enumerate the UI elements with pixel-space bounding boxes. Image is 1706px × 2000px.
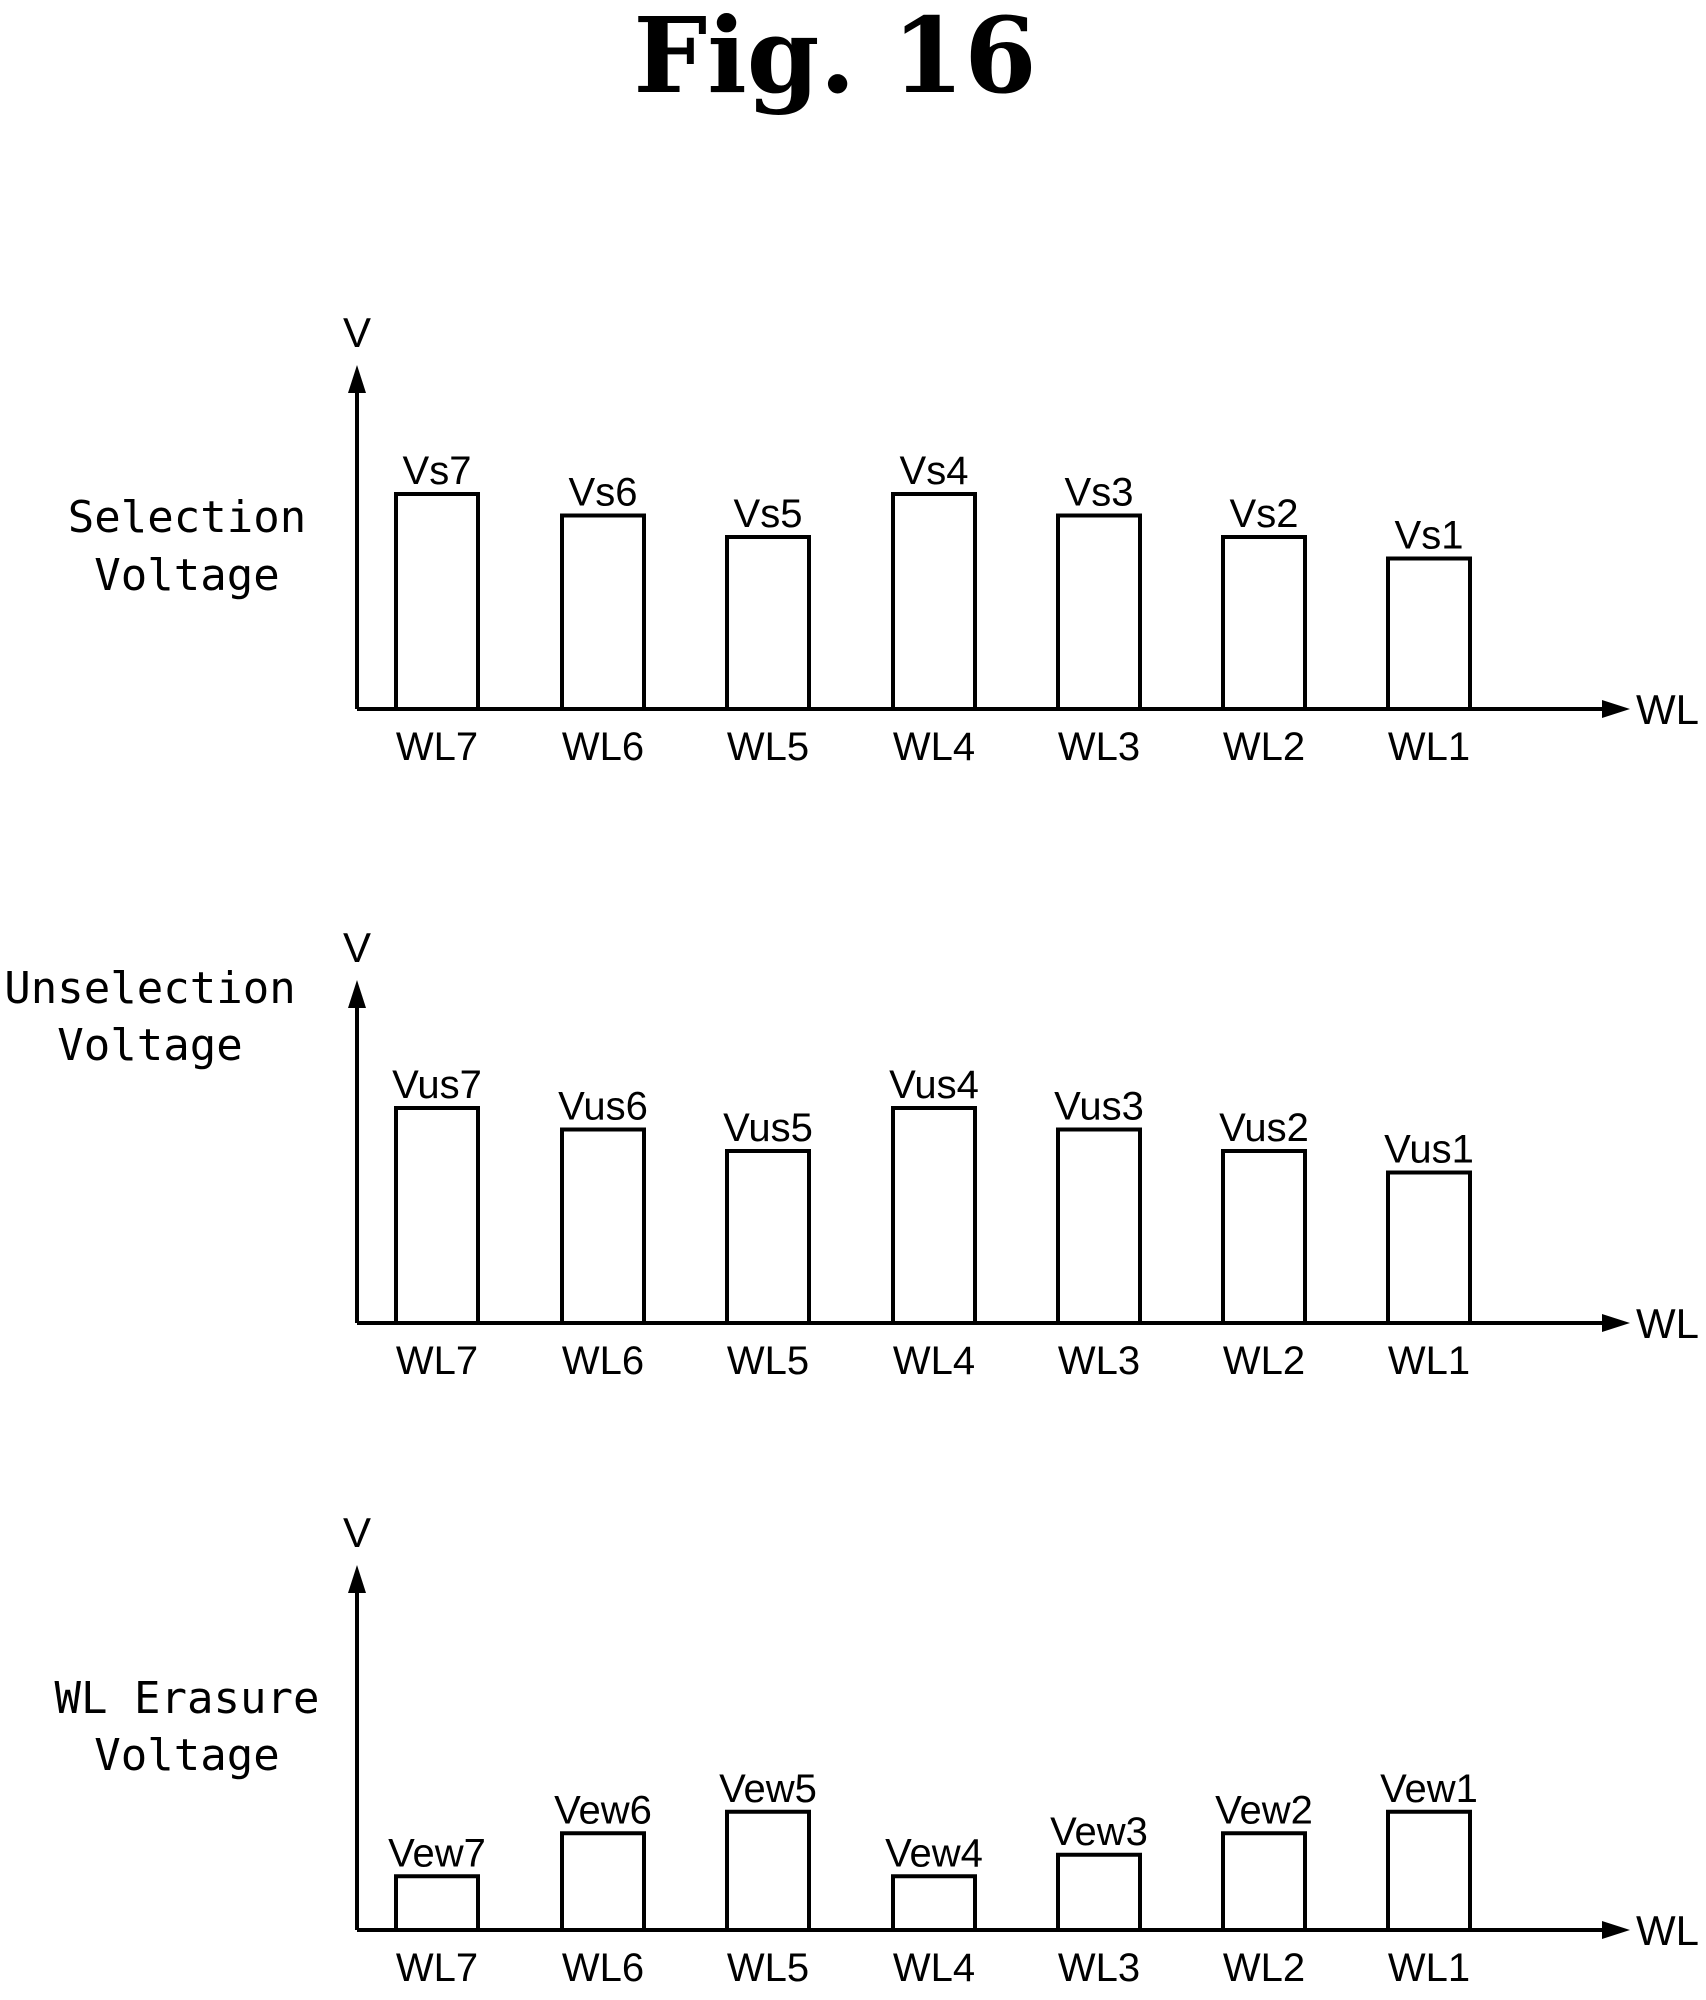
bar-value-label: Vus2 [1219, 1106, 1309, 1150]
chart-panel: WL Erasure Voltage V WL Vew7 WL7 Vew6 WL6 Vew5 WL… [55, 1509, 1699, 1990]
bar [394, 1106, 480, 1325]
bar [560, 513, 646, 711]
bar-value-label: Vs2 [1230, 492, 1299, 536]
bar-value-label: Vew7 [388, 1831, 486, 1875]
x-tick-label: WL5 [727, 725, 809, 769]
bar-value-label: Vs6 [569, 471, 638, 515]
bar [1386, 1170, 1472, 1325]
bar [1386, 1809, 1472, 1932]
bar [891, 1106, 977, 1325]
bar-value-label: Vus7 [392, 1063, 482, 1107]
bar-value-label: Vs5 [734, 492, 803, 536]
bar-value-label: Vew3 [1050, 1810, 1148, 1854]
bar [1386, 556, 1472, 711]
x-tick-label: WL4 [893, 725, 975, 769]
x-tick-label: WL1 [1388, 1946, 1470, 1990]
charts-container: Selection Voltage V WL Vs7 WL7 Vs6 WL6 Vs5 WL5 Vs4… [4, 309, 1699, 1990]
bar-value-label: Vus6 [558, 1085, 648, 1129]
y-axis-label: V [343, 309, 371, 356]
y-axis-label: V [343, 924, 371, 971]
x-tick-label: WL3 [1058, 1339, 1140, 1383]
bar [1221, 535, 1307, 711]
panel-label-line: Voltage [57, 1020, 242, 1071]
x-tick-label: WL2 [1223, 1946, 1305, 1990]
bar-value-label: Vew4 [885, 1831, 983, 1875]
bar-value-label: Vs4 [900, 449, 969, 493]
x-axis-label: WL [1636, 1300, 1699, 1347]
x-tick-label: WL6 [562, 1946, 644, 1990]
x-tick-label: WL7 [396, 1339, 478, 1383]
panel-label-line: Voltage [94, 550, 279, 601]
bar-value-label: Vs7 [403, 449, 472, 493]
x-tick-label: WL6 [562, 1339, 644, 1383]
panel-label-line: Unselection [4, 963, 295, 1014]
y-axis-arrow-icon [348, 980, 366, 1008]
x-tick-label: WL5 [727, 1946, 809, 1990]
bar-value-label: Vew6 [554, 1788, 652, 1832]
x-tick-label: WL6 [562, 725, 644, 769]
panel-label-line: Voltage [94, 1730, 279, 1781]
bar [394, 1874, 480, 1932]
bar [1221, 1831, 1307, 1932]
bar-value-label: Vus5 [723, 1106, 813, 1150]
x-tick-label: WL5 [727, 1339, 809, 1383]
x-axis-arrow-icon [1602, 700, 1630, 718]
figure-title: Fig. 16 [633, 0, 1036, 117]
bar [1056, 513, 1142, 711]
bar-value-label: Vus3 [1054, 1085, 1144, 1129]
x-tick-label: WL1 [1388, 1339, 1470, 1383]
bar [394, 492, 480, 711]
bar [1056, 1127, 1142, 1325]
bar-value-label: Vus1 [1384, 1128, 1474, 1172]
bar [891, 492, 977, 711]
chart-panel: Unselection Voltage V WL Vus7 WL7 Vus6 WL6 Vus5 W… [4, 924, 1699, 1383]
bar-value-label: Vew5 [719, 1767, 817, 1811]
bar [1056, 1852, 1142, 1932]
bar-value-label: Vew1 [1380, 1767, 1478, 1811]
panel-label-line: WL Erasure [55, 1673, 320, 1724]
bar [725, 1809, 811, 1932]
bar [725, 1149, 811, 1325]
bar-value-label: Vs3 [1065, 471, 1134, 515]
x-axis-label: WL [1636, 1907, 1699, 1954]
bar [1221, 1149, 1307, 1325]
bar [560, 1831, 646, 1932]
x-tick-label: WL2 [1223, 725, 1305, 769]
x-tick-label: WL3 [1058, 1946, 1140, 1990]
x-tick-label: WL4 [893, 1946, 975, 1990]
bar [560, 1127, 646, 1325]
bar [725, 535, 811, 711]
bar-value-label: Vus4 [889, 1063, 979, 1107]
x-tick-label: WL7 [396, 1946, 478, 1990]
y-axis-arrow-icon [348, 1565, 366, 1593]
x-axis-arrow-icon [1602, 1921, 1630, 1939]
panel-label-line: Selection [68, 492, 306, 543]
bar-value-label: Vs1 [1395, 514, 1464, 558]
x-tick-label: WL3 [1058, 725, 1140, 769]
bar [891, 1874, 977, 1932]
y-axis-label: V [343, 1509, 371, 1556]
y-axis-arrow-icon [348, 365, 366, 393]
x-tick-label: WL7 [396, 725, 478, 769]
x-axis-label: WL [1636, 686, 1699, 733]
bar-value-label: Vew2 [1215, 1788, 1313, 1832]
x-tick-label: WL1 [1388, 725, 1470, 769]
x-tick-label: WL4 [893, 1339, 975, 1383]
chart-panel: Selection Voltage V WL Vs7 WL7 Vs6 WL6 Vs5 WL5 Vs4… [68, 309, 1699, 769]
x-tick-label: WL2 [1223, 1339, 1305, 1383]
x-axis-arrow-icon [1602, 1314, 1630, 1332]
